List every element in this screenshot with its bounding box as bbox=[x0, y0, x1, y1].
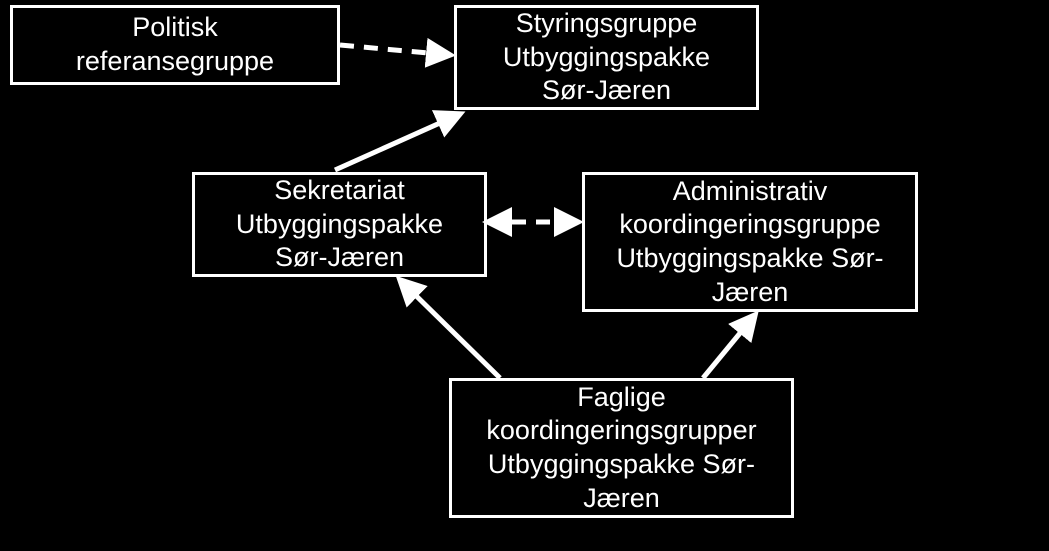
node-politisk: Politiskreferansegruppe bbox=[10, 5, 340, 85]
node-label: FagligekoordingeringsgrupperUtbyggingspa… bbox=[486, 381, 756, 516]
node-label: AdministrativkoordingeringsgruppeUtbyggi… bbox=[616, 175, 883, 310]
node-faglige: FagligekoordingeringsgrupperUtbyggingspa… bbox=[449, 378, 794, 518]
node-label: Politiskreferansegruppe bbox=[76, 11, 274, 79]
node-label: SekretariatUtbyggingspakkeSør-Jæren bbox=[236, 174, 443, 275]
node-label: StyringsgruppeUtbyggingspakkeSør-Jæren bbox=[503, 7, 710, 108]
node-styring: StyringsgruppeUtbyggingspakkeSør-Jæren bbox=[454, 5, 759, 110]
node-admin: AdministrativkoordingeringsgruppeUtbyggi… bbox=[582, 172, 918, 312]
node-sekretariat: SekretariatUtbyggingspakkeSør-Jæren bbox=[192, 172, 487, 277]
